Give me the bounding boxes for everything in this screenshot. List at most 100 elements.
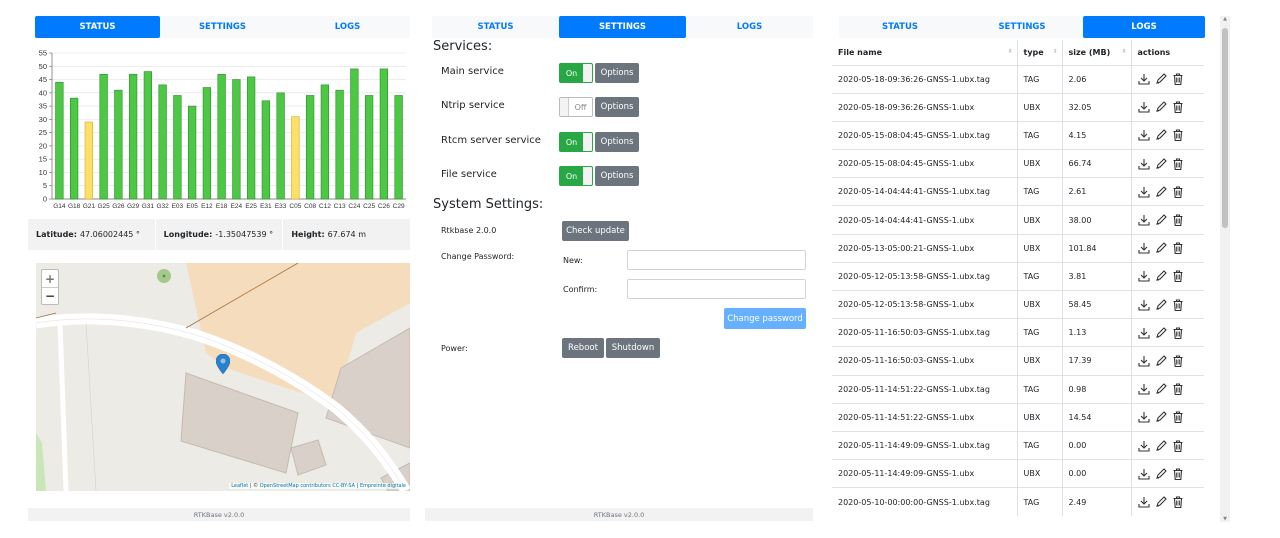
trash-icon[interactable] — [1172, 73, 1184, 86]
y-tick-label: 50 — [39, 62, 47, 71]
x-tick-label: E05 — [186, 203, 198, 210]
location-marker-icon[interactable] — [216, 354, 230, 374]
pencil-icon[interactable] — [1155, 157, 1167, 170]
pencil-icon[interactable] — [1155, 355, 1167, 367]
tab-status[interactable]: STATUS — [477, 22, 514, 32]
tab-logs[interactable]: LOGS — [334, 22, 361, 32]
pencil-icon[interactable] — [1155, 327, 1167, 339]
ntrip-service-options-button[interactable]: Options — [595, 97, 639, 117]
download-icon[interactable] — [1137, 101, 1150, 113]
tab-settings[interactable]: SETTINGS — [198, 22, 247, 32]
download-icon[interactable] — [1137, 214, 1150, 226]
leaflet-link[interactable]: Leaflet — [231, 483, 249, 489]
trash-icon[interactable] — [1172, 299, 1184, 311]
download-icon[interactable] — [1137, 496, 1150, 508]
pencil-icon[interactable] — [1155, 270, 1167, 282]
ntrip-service-toggle[interactable]: Off — [559, 97, 593, 117]
y-tick-label: 25 — [39, 128, 47, 137]
download-icon[interactable] — [1137, 440, 1150, 452]
trash-icon[interactable] — [1172, 158, 1184, 170]
map-tiles[interactable] — [36, 263, 410, 491]
trash-icon[interactable] — [1172, 327, 1184, 339]
tab-status[interactable]: STATUS — [881, 22, 918, 32]
file-name-cell: 2020-05-11-14:49:09-GNSS-1.ubx — [832, 459, 1017, 488]
file-service-options-button[interactable]: Options — [595, 166, 639, 186]
pencil-icon[interactable] — [1155, 101, 1167, 113]
download-icon[interactable] — [1137, 158, 1150, 170]
download-icon[interactable] — [1137, 468, 1150, 480]
download-icon[interactable] — [1137, 270, 1150, 282]
row-actions — [1137, 355, 1205, 367]
tab-settings[interactable]: SETTINGS — [559, 16, 686, 38]
file-type-cell: TAG — [1016, 374, 1062, 404]
tab-logs[interactable]: LOGS — [1083, 16, 1205, 38]
bar-E25 — [246, 76, 256, 200]
pencil-icon[interactable] — [1155, 73, 1167, 85]
pencil-icon[interactable] — [1155, 411, 1167, 423]
rtcm-service-options-button[interactable]: Options — [595, 132, 639, 152]
reboot-button[interactable]: Reboot — [562, 338, 604, 358]
change-password-button[interactable]: Change password — [724, 308, 806, 329]
scrollbar-thumb[interactable] — [1222, 28, 1228, 228]
pencil-icon[interactable] — [1155, 383, 1167, 395]
table-row: 2020-05-11-16:50:03-GNSS-1.ubx.tag TAG 1.1… — [832, 318, 1204, 347]
download-icon[interactable] — [1137, 186, 1150, 198]
trash-icon[interactable] — [1172, 496, 1184, 509]
rtcm-service-toggle[interactable]: On — [559, 132, 593, 152]
scroll-down-icon[interactable]: ▼ — [1223, 516, 1227, 522]
zoom-in-button[interactable]: + — [44, 271, 56, 286]
download-icon[interactable] — [1137, 242, 1150, 254]
download-icon[interactable] — [1137, 73, 1150, 85]
column-header-type[interactable]: type ⬍ — [1016, 40, 1062, 66]
zoom-out-button[interactable]: − — [42, 287, 58, 304]
download-icon[interactable] — [1137, 355, 1150, 367]
tab-settings[interactable]: SETTINGS — [998, 22, 1046, 32]
trash-icon[interactable] — [1172, 439, 1184, 452]
trash-icon[interactable] — [1172, 214, 1184, 227]
tab-status[interactable]: STATUS — [35, 16, 160, 38]
column-header-file-name[interactable]: File name ⬍ — [832, 40, 1017, 66]
actions-cell — [1130, 92, 1204, 122]
download-icon[interactable] — [1137, 129, 1150, 142]
download-icon[interactable] — [1137, 327, 1150, 339]
tab-logs[interactable]: LOGS — [736, 22, 763, 32]
pencil-icon[interactable] — [1155, 496, 1167, 508]
main-service-options-button[interactable]: Options — [595, 63, 639, 83]
download-icon[interactable] — [1137, 411, 1150, 423]
trash-icon[interactable] — [1172, 101, 1184, 114]
trash-icon[interactable] — [1172, 129, 1184, 142]
column-header-size[interactable]: size (MB) ⬍ — [1061, 40, 1131, 66]
main-service-toggle[interactable]: On — [559, 63, 593, 83]
pencil-icon[interactable] — [1155, 129, 1167, 141]
confirm-password-input[interactable] — [627, 279, 806, 299]
file-type-cell: UBX — [1016, 149, 1062, 178]
new-password-input[interactable] — [627, 250, 806, 270]
pencil-icon[interactable] — [1155, 439, 1167, 452]
trash-icon[interactable] — [1172, 242, 1184, 255]
download-icon[interactable] — [1137, 383, 1150, 395]
pencil-icon[interactable] — [1155, 467, 1167, 480]
download-icon[interactable] — [1137, 299, 1150, 311]
ign-link[interactable]: Empreinte digitale — [359, 483, 406, 489]
x-tick-label: C05 — [289, 203, 301, 210]
check-update-button[interactable]: Check update — [562, 221, 629, 241]
pencil-icon[interactable] — [1155, 242, 1167, 254]
file-service-toggle[interactable]: On — [559, 166, 593, 186]
shutdown-button[interactable]: Shutdown — [606, 338, 660, 358]
trash-icon[interactable] — [1172, 270, 1184, 283]
pencil-icon[interactable] — [1155, 214, 1167, 226]
trash-icon[interactable] — [1172, 411, 1184, 424]
trash-icon[interactable] — [1172, 468, 1184, 480]
x-tick-label: G31 — [142, 203, 155, 210]
scroll-up-icon[interactable]: ▲ — [1223, 16, 1227, 22]
x-tick-label: G21 — [83, 203, 96, 210]
trash-icon[interactable] — [1172, 383, 1184, 396]
pencil-icon[interactable] — [1155, 298, 1167, 311]
toggle-state: On — [565, 137, 578, 147]
trash-icon[interactable] — [1172, 186, 1184, 198]
trash-icon[interactable] — [1172, 355, 1184, 367]
osm-link[interactable]: OpenStreetMap contributors CC-BY-SA — [259, 483, 356, 489]
scrollbar[interactable]: ▲ ▼ — [1220, 16, 1230, 522]
map[interactable]: + − Leaflet | © OpenStreetMap contributo… — [36, 263, 410, 491]
pencil-icon[interactable] — [1155, 186, 1167, 198]
